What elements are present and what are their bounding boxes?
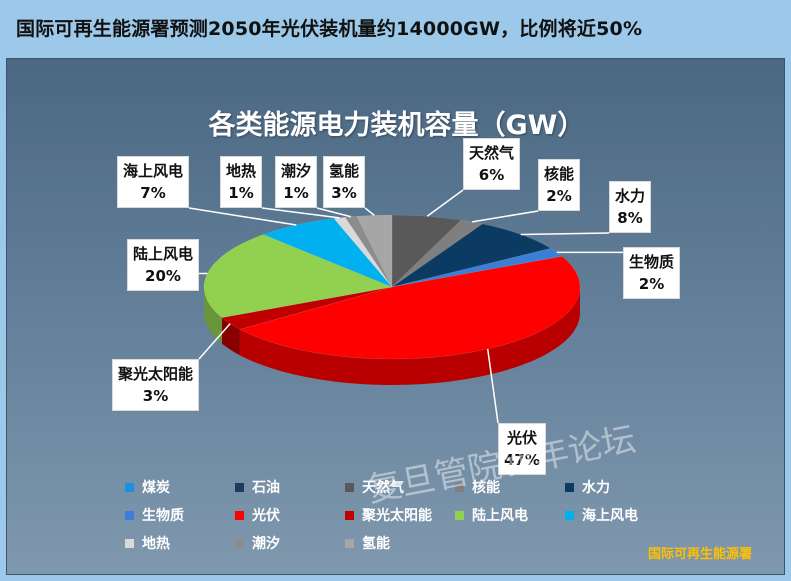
- data-label-name: 水力: [615, 187, 646, 205]
- legend-label: 氢能: [362, 536, 390, 552]
- leader-line-地热: [261, 207, 340, 219]
- legend-swatch: [455, 510, 464, 520]
- data-label-name: 海上风电: [123, 162, 184, 180]
- leader-line-水力: [520, 232, 610, 236]
- pie-slice-生物质: [391, 248, 563, 288]
- leader-line-氢能: [364, 207, 375, 216]
- legend-swatch: [345, 510, 354, 520]
- legend-label: 煤炭: [142, 480, 170, 496]
- leader-line-海上风电: [188, 207, 297, 226]
- data-label-天然气: 天然气 6%: [463, 138, 521, 190]
- legend-label: 生物质: [142, 508, 184, 524]
- legend-item-氢能: 氢能: [345, 533, 451, 553]
- data-label-聚光太阳能: 聚光太阳能 3%: [112, 359, 200, 411]
- legend-swatch: [235, 510, 244, 520]
- legend: 煤炭 石油 天然气 核能 水力生物质 光伏 聚光太阳能 陆上风电 海上风电地热 潮汐 氢能: [125, 477, 685, 553]
- legend-swatch: [125, 538, 134, 548]
- pie-chart: [188, 189, 623, 424]
- legend-item-水力: 水力: [565, 477, 671, 497]
- legend-swatch: [235, 482, 244, 492]
- legend-item-潮汐: 潮汐: [235, 533, 341, 553]
- legend-label: 潮汐: [252, 536, 280, 552]
- data-label-生物质: 生物质 2%: [623, 247, 681, 299]
- data-label-value: 2%: [638, 275, 665, 293]
- legend-item-光伏: 光伏: [235, 505, 341, 525]
- data-label-value: 3%: [331, 184, 357, 202]
- legend-label: 地热: [142, 536, 170, 552]
- pie-side-光伏: [239, 287, 581, 386]
- pie-slice-光伏: [239, 256, 581, 360]
- legend-item-海上风电: 海上风电: [565, 505, 671, 525]
- pie-slice-聚光太阳能: [221, 286, 393, 330]
- pie-slice-天然气: [391, 214, 462, 288]
- chart-panel: 各类能源电力装机容量（GW） 天然气 6% 核能 2% 水力 8% 生物质 2% 光伏 47% 聚光…: [6, 58, 785, 575]
- pie-slice-水力: [391, 223, 552, 288]
- leader-line-天然气: [426, 189, 464, 217]
- legend-item-煤炭: 煤炭: [125, 477, 231, 497]
- legend-item-天然气: 天然气: [345, 477, 451, 497]
- data-label-地热: 地热 1%: [220, 156, 263, 208]
- pie-slice-核能: [391, 219, 484, 288]
- legend-label: 水力: [582, 480, 610, 496]
- legend-label: 核能: [472, 480, 500, 496]
- legend-swatch: [235, 538, 244, 548]
- data-label-value: 7%: [140, 184, 166, 202]
- legend-item-核能: 核能: [455, 477, 561, 497]
- data-label-name: 氢能: [329, 162, 360, 180]
- data-label-name: 核能: [544, 165, 575, 183]
- data-label-value: 3%: [142, 387, 169, 405]
- leader-line-潮汐: [316, 207, 352, 218]
- legend-swatch: [345, 482, 354, 492]
- data-label-name: 地热: [226, 162, 257, 180]
- data-label-name: 生物质: [629, 253, 675, 271]
- data-label-水力: 水力 8%: [609, 181, 652, 233]
- legend-item-石油: 石油: [235, 477, 341, 497]
- legend-label: 天然气: [362, 480, 404, 496]
- leader-line-聚光太阳能: [198, 323, 231, 360]
- legend-label: 石油: [252, 480, 280, 496]
- legend-item-陆上风电: 陆上风电: [455, 505, 561, 525]
- legend-label: 陆上风电: [472, 508, 528, 524]
- leader-line-光伏: [486, 348, 499, 424]
- data-label-潮汐: 潮汐 1%: [275, 156, 318, 208]
- data-label-氢能: 氢能 3%: [323, 156, 366, 208]
- legend-swatch: [125, 482, 134, 492]
- chart-title: 各类能源电力装机容量（GW）: [208, 110, 585, 141]
- data-label-name: 潮汐: [281, 162, 312, 180]
- legend-label: 海上风电: [582, 508, 638, 524]
- data-label-陆上风电: 陆上风电 20%: [127, 239, 200, 291]
- pie-slice-陆上风电: [203, 234, 393, 318]
- legend-label: 聚光太阳能: [362, 508, 432, 524]
- source-note: 国际可再生能源署: [647, 547, 752, 562]
- data-label-value: 2%: [546, 187, 572, 205]
- pie-slice-海上风电: [262, 218, 393, 288]
- data-label-value: 47%: [504, 451, 540, 469]
- headline: 国际可再生能源署预测2050年光伏装机量约14000GW，比例将近50%: [16, 18, 643, 40]
- leader-line-核能: [471, 210, 539, 223]
- data-label-光伏: 光伏 47%: [498, 423, 546, 475]
- legend-item-地热: 地热: [125, 533, 231, 553]
- data-label-核能: 核能 2%: [538, 159, 581, 211]
- legend-swatch: [565, 510, 574, 520]
- legend-swatch: [345, 538, 354, 548]
- legend-swatch: [125, 510, 134, 520]
- legend-label: 光伏: [252, 508, 280, 524]
- legend-swatch: [455, 482, 464, 492]
- data-label-name: 光伏: [506, 429, 537, 447]
- data-label-name: 陆上风电: [133, 245, 194, 263]
- data-label-name: 聚光太阳能: [118, 365, 194, 383]
- data-label-value: 20%: [145, 267, 181, 285]
- pie-side-陆上风电: [204, 287, 222, 344]
- legend-item-生物质: 生物质: [125, 505, 231, 525]
- data-label-value: 1%: [228, 184, 254, 202]
- data-label-海上风电: 海上风电 7%: [117, 156, 190, 208]
- data-label-value: 6%: [478, 166, 505, 184]
- legend-swatch: [565, 482, 574, 492]
- data-label-name: 天然气: [469, 144, 515, 162]
- data-label-value: 8%: [617, 209, 643, 227]
- legend-item-聚光太阳能: 聚光太阳能: [345, 505, 451, 525]
- data-label-value: 1%: [283, 184, 309, 202]
